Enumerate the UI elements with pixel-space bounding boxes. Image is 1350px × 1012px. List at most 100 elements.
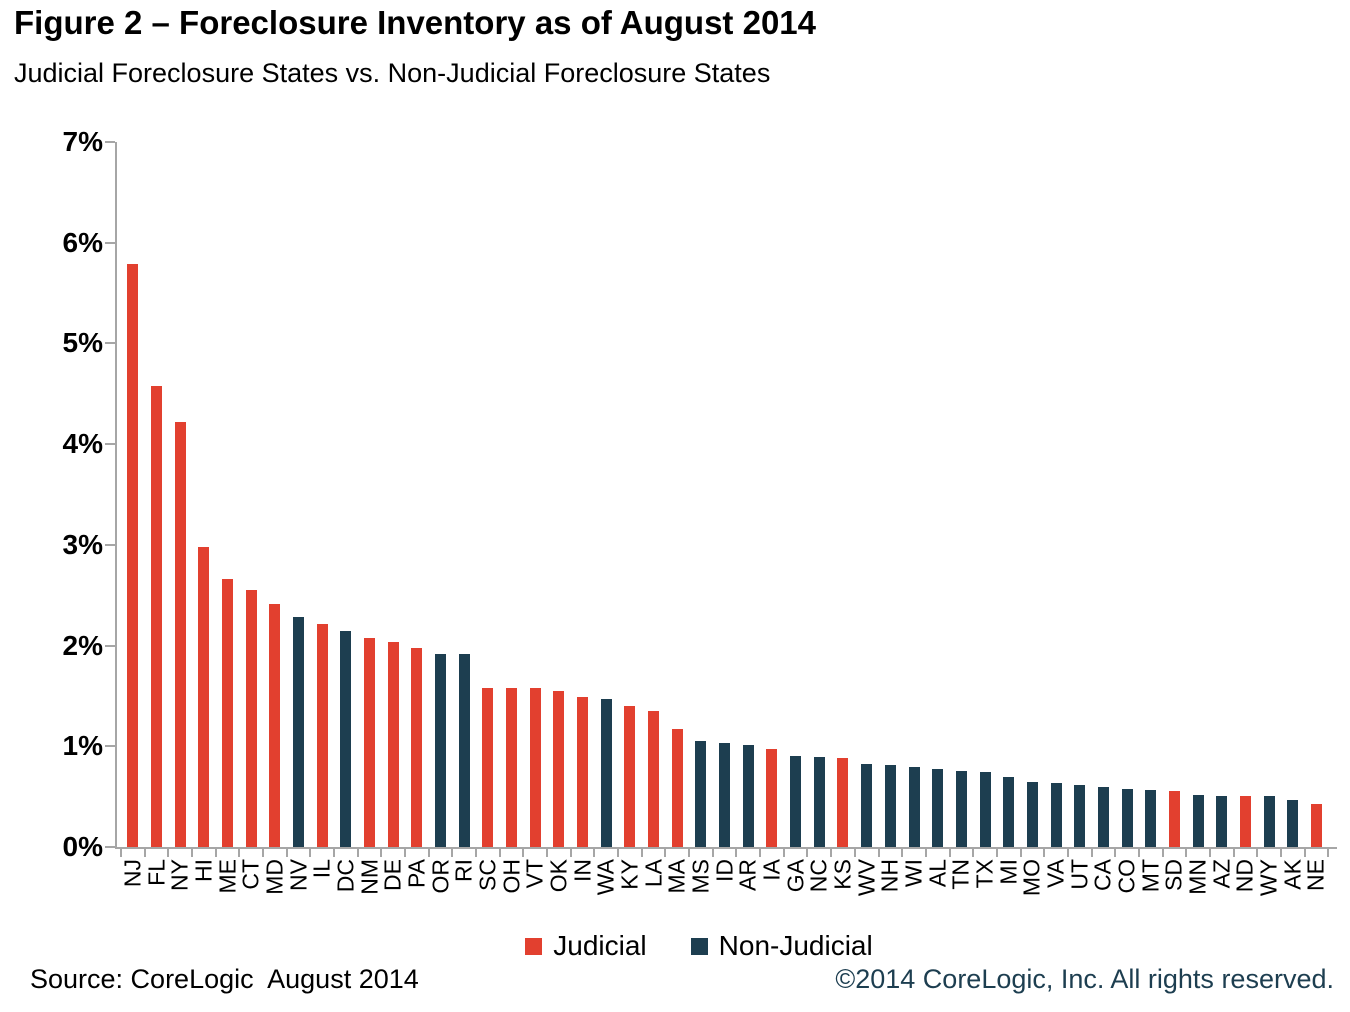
bar-slot-AZ: AZ <box>1208 142 1234 888</box>
x-tick-label-WV: WV <box>853 859 880 897</box>
bar-HI <box>198 547 210 847</box>
bar-GA <box>790 756 802 847</box>
bar-CT <box>245 590 257 847</box>
bar-PA <box>411 648 423 847</box>
bar-TN <box>955 771 967 847</box>
bar-slot-CT: CT <box>238 142 264 890</box>
y-axis: 7% 6% 5% 4% 3% 2% 1% 0% <box>0 126 115 862</box>
x-tick-label-PA: PA <box>403 859 430 888</box>
bar-ME <box>222 579 234 847</box>
bar-slot-NH: NH <box>877 142 903 892</box>
x-tick-label-NM: NM <box>356 859 383 895</box>
x-tick-label-ID: ID <box>711 859 738 882</box>
bar-IL <box>316 624 328 847</box>
bar-ND <box>1239 796 1251 847</box>
bar-CA <box>1097 787 1109 847</box>
legend-label-non-judicial: Non-Judicial <box>718 930 873 961</box>
y-axis-label-6pct: 6% <box>62 226 103 258</box>
bar-slot-VT: VT <box>522 142 548 888</box>
bar-slot-NM: NM <box>356 142 382 895</box>
y-axis-tick <box>105 543 115 546</box>
bar-WV <box>861 764 873 847</box>
bar-slot-TX: TX <box>972 142 998 888</box>
bar-NY <box>174 422 186 847</box>
x-tick-label-CT: CT <box>237 859 264 890</box>
figure-footer: Source: CoreLogic August 2014 ©2014 Core… <box>30 964 1334 995</box>
judicial-swatch-icon <box>525 937 543 955</box>
y-axis-tick <box>105 342 115 345</box>
bar-TX <box>979 772 991 847</box>
bar-SD <box>1168 791 1180 847</box>
bar-slot-ME: ME <box>214 142 240 894</box>
bar-IN <box>577 697 589 847</box>
bar-IA <box>766 749 778 847</box>
x-tick-label-IN: IN <box>569 859 596 882</box>
bar-slot-AR: AR <box>735 142 761 891</box>
x-tick-label-WY: WY <box>1255 859 1282 897</box>
x-tick-label-MN: MN <box>1184 859 1211 895</box>
figure-title: Figure 2 – Foreclosure Inventory as of A… <box>14 4 817 41</box>
x-tick-label-CO: CO <box>1113 859 1140 894</box>
x-tick-label-ND: ND <box>1231 859 1258 893</box>
bar-slot-CA: CA <box>1090 142 1116 891</box>
bar-VA <box>1050 783 1062 847</box>
x-tick-label-ME: ME <box>214 859 241 894</box>
bar-slot-UT: UT <box>1066 142 1092 890</box>
bar-MA <box>671 729 683 847</box>
x-tick-label-DE: DE <box>379 859 406 891</box>
bar-slot-GA: GA <box>782 142 808 892</box>
bar-slot-HI: HI <box>190 142 216 882</box>
y-axis-label-5pct: 5% <box>62 327 103 359</box>
x-tick-label-SC: SC <box>474 859 501 891</box>
bar-NV <box>293 617 305 847</box>
bar-slot-NE: NE <box>1303 142 1329 891</box>
bar-slot-IL: IL <box>309 142 335 878</box>
bar-slot-MT: MT <box>1137 142 1163 892</box>
x-tick-label-NY: NY <box>166 859 193 891</box>
x-tick-label-NV: NV <box>285 859 312 891</box>
y-axis-tick <box>105 846 115 848</box>
bar-WY <box>1263 796 1275 847</box>
bar-slot-NY: NY <box>167 142 193 891</box>
bar-slot-AL: AL <box>924 142 950 887</box>
bar-slot-PA: PA <box>403 142 429 888</box>
bar-AR <box>742 745 754 847</box>
bar-MI <box>1003 777 1015 847</box>
legend-entry-non-judicial: Non-Judicial <box>690 930 873 962</box>
non-judicial-swatch-icon <box>690 937 708 955</box>
bar-slot-SD: SD <box>1161 142 1187 891</box>
bar-slot-VA: VA <box>1043 142 1069 888</box>
x-tick-label-GA: GA <box>782 859 809 893</box>
x-tick-label-SD: SD <box>1160 859 1187 891</box>
bar-NC <box>813 757 825 847</box>
x-tick-label-KY: KY <box>616 859 643 890</box>
x-tick-label-AL: AL <box>924 859 951 888</box>
bar-slot-WA: WA <box>593 142 619 895</box>
x-tick-label-RI: RI <box>450 859 477 882</box>
x-tick-label-AK: AK <box>1279 859 1306 890</box>
bar-NM <box>364 638 376 847</box>
bar-MT <box>1145 790 1157 847</box>
x-tick-label-UT: UT <box>1066 859 1093 890</box>
bar-FL <box>151 386 162 847</box>
bar-slot-TN: TN <box>948 142 974 890</box>
bar-slot-DC: DC <box>332 142 358 892</box>
y-axis-tick <box>105 745 115 748</box>
x-tick-label-TX: TX <box>971 859 998 889</box>
bar-MN <box>1192 795 1204 847</box>
bar-slot-IN: IN <box>569 142 595 882</box>
plot-area: NJ FL NY HI ME CT MD NV IL DC NM DE PA OR RI SC OH VT OK IN… <box>115 142 1337 896</box>
bar-AL <box>932 769 944 847</box>
y-axis-label-4pct: 4% <box>62 428 103 460</box>
bar-slot-AK: AK <box>1279 142 1305 890</box>
bar-slot-DE: DE <box>380 142 406 891</box>
bar-NJ <box>127 264 139 847</box>
bar-NE <box>1310 804 1322 847</box>
bar-WA <box>600 699 612 847</box>
x-tick-label-MA: MA <box>663 859 690 894</box>
bar-slot-MD: MD <box>261 142 287 895</box>
x-tick-label-TN: TN <box>947 859 974 890</box>
bar-VT <box>529 688 541 847</box>
bar-MO <box>1026 782 1038 847</box>
bar-slot-CO: CO <box>1114 142 1140 894</box>
